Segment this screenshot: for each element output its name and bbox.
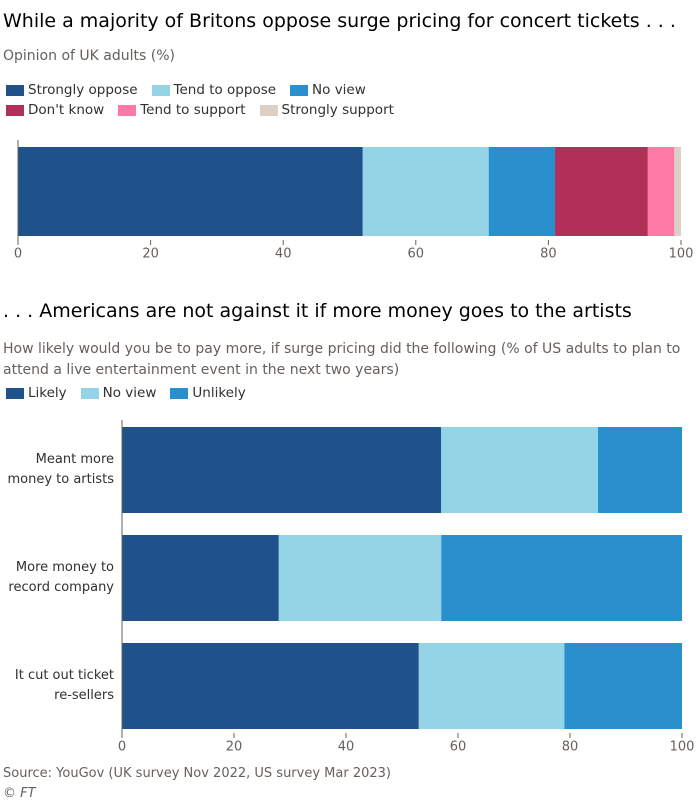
x-tick-label: 20 [226, 740, 243, 755]
bar-segment [647, 147, 675, 236]
legend-swatch [259, 104, 278, 116]
x-tick-label: 20 [142, 247, 159, 262]
x-tick-label: 100 [669, 247, 694, 262]
x-tick-label: 60 [408, 247, 425, 262]
legend-item: Strongly oppose [6, 80, 138, 100]
legend-swatch [118, 104, 137, 116]
bar-segment [488, 147, 556, 236]
bar-segment [598, 427, 682, 513]
chart-subtitle: Opinion of UK adults (%) [3, 48, 175, 64]
legend-label: No view [102, 385, 157, 401]
bar-segment [122, 427, 442, 513]
legend-item: Tend to oppose [151, 80, 277, 100]
legend-swatch [80, 387, 99, 399]
chart-title: . . . Americans are not against it if mo… [3, 300, 632, 322]
legend: Likely No view Unlikely [6, 383, 696, 403]
category-label: Meant more money to artists [7, 452, 114, 487]
chart-subtitle: How likely would you be to pay more, if … [3, 341, 681, 378]
legend-swatch [6, 84, 24, 96]
x-tick-label: 40 [338, 740, 355, 755]
legend-swatch [170, 387, 189, 399]
bar-segment [122, 643, 419, 729]
bar-segment [441, 535, 682, 621]
bar-segment [564, 643, 682, 729]
x-tick-label: 100 [670, 740, 695, 755]
legend-swatch [290, 84, 309, 96]
bar-segment [418, 643, 565, 729]
legend-swatch [6, 104, 24, 116]
x-tick-label: 60 [450, 740, 467, 755]
source: Source: YouGov (UK survey Nov 2022, US s… [3, 766, 391, 781]
bar-segment [122, 535, 279, 621]
legend-label: Strongly support [281, 102, 394, 118]
bar-segment [441, 427, 598, 513]
legend-swatch [6, 387, 24, 399]
legend-item: Strongly support [259, 100, 394, 120]
category-label: More money to record company [8, 560, 114, 595]
legend-item: Don't know [6, 100, 104, 120]
legend-swatch [151, 84, 170, 96]
legend-label: Tend to support [140, 102, 246, 118]
legend-label: Don't know [28, 102, 105, 118]
legend-label: Unlikely [192, 385, 246, 401]
category-label: It cut out ticket re-sellers [14, 668, 114, 703]
legend-label: No view [312, 82, 366, 98]
legend-item: Likely [6, 383, 67, 403]
bar-segment [18, 147, 363, 236]
legend-label: Tend to oppose [173, 82, 277, 98]
legend: Strongly oppose Tend to oppose No view Don'… [6, 80, 486, 120]
credit: © FT [3, 786, 36, 801]
bar-segment [674, 147, 681, 236]
x-tick-label: 80 [562, 740, 579, 755]
x-tick-label: 40 [275, 247, 292, 262]
legend-label: Strongly oppose [28, 82, 138, 98]
x-tick-label: 0 [14, 247, 22, 262]
chart-title: While a majority of Britons oppose surge… [3, 10, 676, 32]
legend-item: No view [80, 383, 157, 403]
legend-item: No view [290, 80, 366, 100]
legend-item: Tend to support [118, 100, 246, 120]
x-tick-label: 0 [118, 740, 126, 755]
bar-segment [278, 535, 442, 621]
legend-label: Likely [28, 385, 67, 401]
bar-segment [362, 147, 489, 236]
bar-segment [555, 147, 648, 236]
legend-item: Unlikely [170, 383, 246, 403]
x-tick-label: 80 [540, 247, 557, 262]
